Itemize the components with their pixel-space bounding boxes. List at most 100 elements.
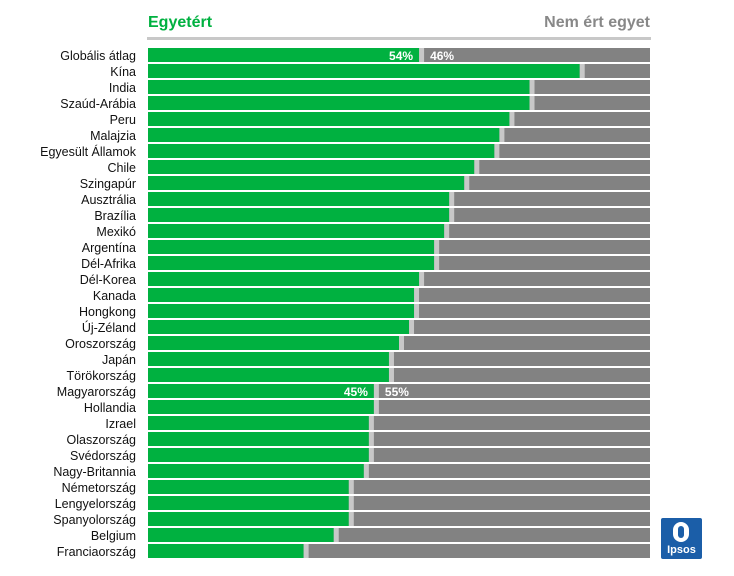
bar-separator bbox=[449, 192, 455, 206]
bar-agree bbox=[148, 256, 435, 270]
bar-agree bbox=[148, 320, 410, 334]
bar-agree bbox=[148, 336, 399, 350]
category-label: Törökország bbox=[67, 369, 137, 383]
bar-agree bbox=[148, 496, 349, 510]
bar-separator bbox=[449, 208, 455, 222]
category-label: Hongkong bbox=[79, 305, 136, 319]
legend-disagree-label: Nem ért egyet bbox=[544, 14, 650, 31]
category-label: Egyesült Államok bbox=[40, 144, 137, 159]
bar-separator bbox=[419, 272, 425, 286]
bar-agree bbox=[148, 48, 420, 62]
bar-agree bbox=[148, 192, 450, 206]
bar-agree bbox=[148, 480, 349, 494]
category-label: Kanada bbox=[93, 289, 136, 303]
category-label: Magyarország bbox=[57, 385, 136, 399]
bar-separator bbox=[434, 240, 440, 254]
category-label: Franciaország bbox=[57, 545, 136, 559]
bar-separator bbox=[388, 352, 394, 366]
category-label: Hollandia bbox=[84, 401, 136, 415]
category-label: Argentína bbox=[82, 241, 136, 255]
bar-agree bbox=[148, 208, 450, 222]
bar-agree bbox=[148, 528, 334, 542]
bar-agree bbox=[148, 368, 389, 382]
bar-agree bbox=[148, 176, 465, 190]
data-label-agree: 45% bbox=[344, 385, 368, 399]
bar-agree bbox=[148, 400, 374, 414]
bar-separator bbox=[414, 288, 420, 302]
category-label: Szingapúr bbox=[80, 177, 136, 191]
category-label: Lengyelország bbox=[55, 497, 136, 511]
bar-separator bbox=[368, 416, 374, 430]
bar-separator bbox=[368, 448, 374, 462]
category-label: Németország bbox=[62, 481, 136, 495]
category-label: Brazília bbox=[94, 209, 136, 223]
category-label: Olaszország bbox=[67, 433, 137, 447]
bar-agree bbox=[148, 80, 530, 94]
category-label: Kína bbox=[110, 65, 136, 79]
bar-agree bbox=[148, 432, 369, 446]
bar-separator bbox=[434, 256, 440, 270]
bar-separator bbox=[363, 464, 369, 478]
category-label: India bbox=[109, 81, 136, 95]
ipsos-logo-text: Ipsos bbox=[667, 544, 696, 556]
bar-agree bbox=[148, 272, 420, 286]
category-label: Szaúd-Arábia bbox=[60, 97, 136, 111]
bar-separator bbox=[529, 96, 535, 110]
bar-separator bbox=[333, 528, 339, 542]
bar-agree bbox=[148, 304, 415, 318]
legend-agree-label: Egyetért bbox=[148, 14, 213, 31]
bar-agree bbox=[148, 464, 364, 478]
data-label-disagree: 46% bbox=[430, 49, 454, 63]
bar-separator bbox=[419, 48, 425, 62]
bar-agree bbox=[148, 128, 500, 142]
category-label: Dél-Korea bbox=[80, 273, 136, 287]
bar-separator bbox=[373, 400, 379, 414]
bar-separator bbox=[474, 160, 480, 174]
category-label: Új-Zéland bbox=[82, 320, 136, 335]
bar-agree bbox=[148, 384, 374, 398]
bar-agree bbox=[148, 544, 304, 558]
bar-agree bbox=[148, 352, 389, 366]
category-label: Chile bbox=[108, 161, 137, 175]
category-label: Dél-Afrika bbox=[81, 257, 136, 271]
bar-agree bbox=[148, 448, 369, 462]
data-label-agree: 54% bbox=[389, 49, 413, 63]
bar-separator bbox=[348, 480, 354, 494]
category-label: Globális átlag bbox=[60, 49, 136, 63]
data-label-disagree: 55% bbox=[385, 385, 409, 399]
bar-agree bbox=[148, 224, 445, 238]
category-label: Svédország bbox=[70, 449, 136, 463]
legend-divider bbox=[147, 37, 651, 40]
bar-agree bbox=[148, 144, 495, 158]
bar-separator bbox=[464, 176, 470, 190]
bar-separator bbox=[388, 368, 394, 382]
bar-separator bbox=[509, 112, 515, 126]
category-label: Spanyolország bbox=[53, 513, 136, 527]
category-label: Malajzia bbox=[90, 129, 136, 143]
ipsos-logo: Ipsos bbox=[661, 518, 702, 559]
category-label: Ausztrália bbox=[81, 193, 136, 207]
bar-agree bbox=[148, 64, 580, 78]
category-label: Nagy-Britannia bbox=[53, 465, 136, 479]
bar-agree bbox=[148, 240, 435, 254]
category-label: Belgium bbox=[91, 529, 136, 543]
bar-agree bbox=[148, 96, 530, 110]
bar-separator bbox=[368, 432, 374, 446]
category-label: Mexikó bbox=[96, 225, 136, 239]
bar-agree bbox=[148, 160, 475, 174]
category-label: Peru bbox=[110, 113, 136, 127]
bar-separator bbox=[494, 144, 500, 158]
bar-separator bbox=[348, 512, 354, 526]
category-label: Japán bbox=[102, 353, 136, 367]
bar-separator bbox=[444, 224, 450, 238]
bar-separator bbox=[409, 320, 415, 334]
bar-separator bbox=[499, 128, 505, 142]
category-label: Oroszország bbox=[65, 337, 136, 351]
ipsos-logo-icon bbox=[673, 522, 689, 542]
bar-separator bbox=[579, 64, 585, 78]
bar-separator bbox=[303, 544, 309, 558]
bar-agree bbox=[148, 512, 349, 526]
category-label: Izrael bbox=[105, 417, 136, 431]
bar-separator bbox=[529, 80, 535, 94]
